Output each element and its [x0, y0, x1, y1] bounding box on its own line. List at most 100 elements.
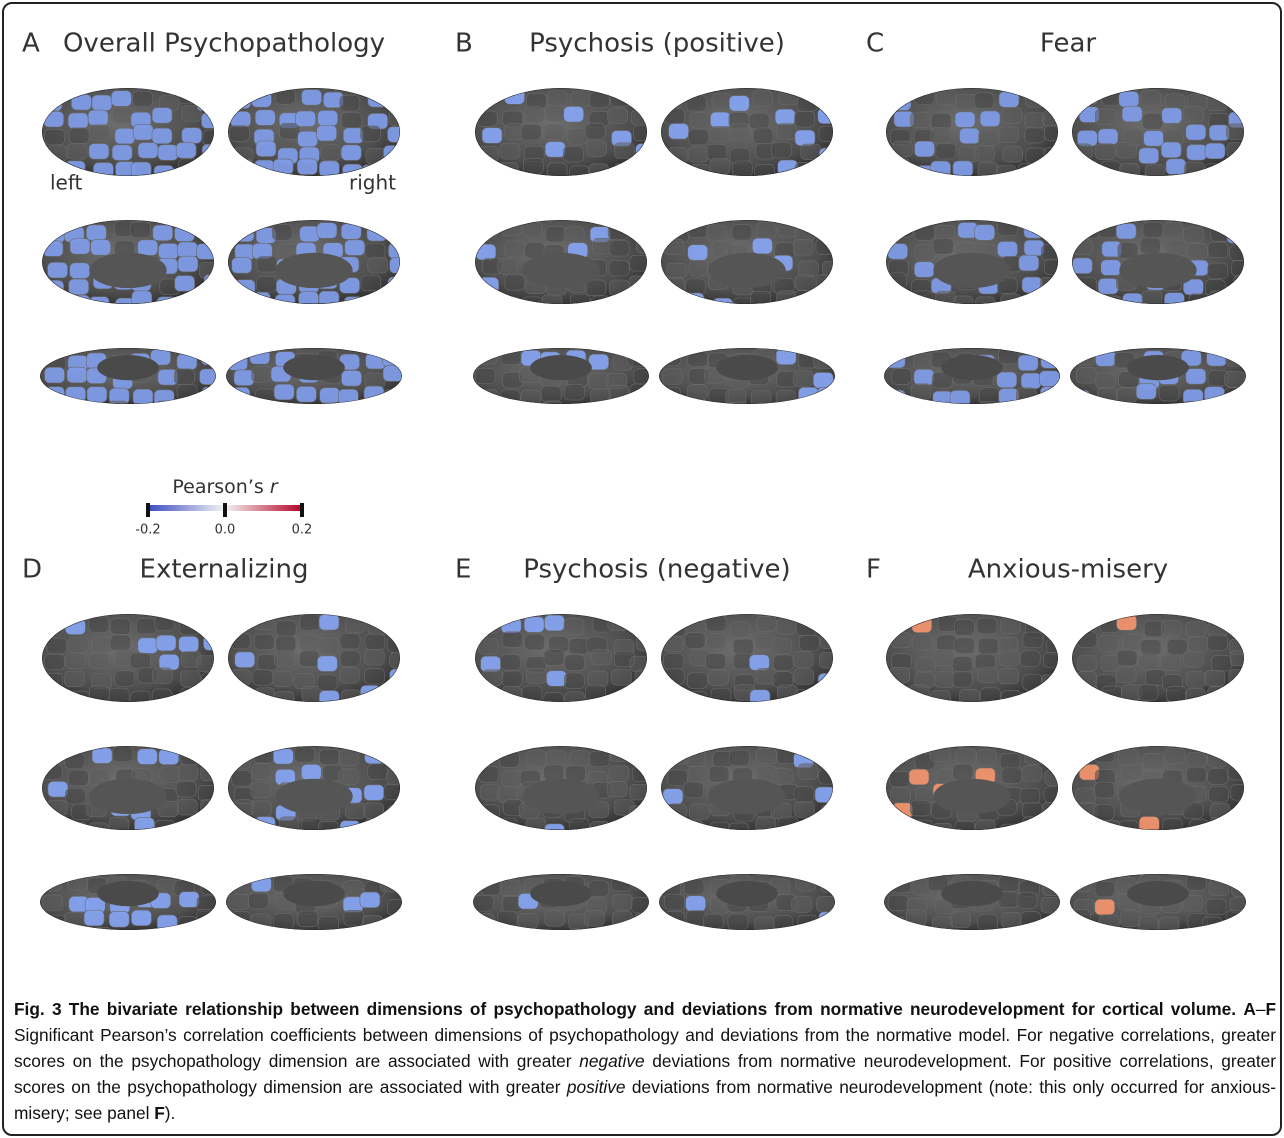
brain-parcel [889, 615, 909, 631]
brain-parcel [296, 111, 316, 127]
brain-surface [886, 88, 1065, 199]
brain-parcel [888, 244, 908, 260]
brain-parcel [612, 692, 632, 708]
brain-parcel [1136, 384, 1156, 400]
brain-parcel [795, 111, 815, 127]
brain-parcel [1101, 260, 1121, 276]
brain-surface [1072, 746, 1253, 836]
brain-parcel [891, 95, 911, 111]
brain-parcel [317, 675, 337, 691]
corpus-callosum [708, 253, 785, 288]
brain-parcel [1096, 404, 1116, 420]
brain-parcel [180, 688, 200, 704]
brain-parcel [387, 769, 407, 785]
brain-parcel [137, 749, 157, 765]
brain-parcel [1024, 113, 1044, 129]
brain-parcel [979, 130, 999, 146]
brain-parcel [751, 931, 771, 947]
brain-surface [1072, 614, 1254, 708]
brain-parcel [1140, 238, 1160, 254]
brain-parcel [273, 176, 293, 192]
brain-parcel [952, 671, 972, 687]
brain-parcel [135, 818, 155, 834]
brain-parcel [1205, 164, 1225, 180]
brain-parcel [249, 893, 269, 909]
ventral-fold [97, 881, 159, 906]
brain-parcel [131, 222, 151, 238]
panel-letter: D [22, 555, 42, 585]
brain-parcel [1207, 350, 1227, 366]
brain-parcel [202, 672, 222, 688]
brain-parcel [43, 895, 63, 911]
brain-parcel [480, 784, 500, 800]
brain-parcel [321, 402, 341, 418]
brain-parcel [609, 766, 629, 782]
brain-parcel [1188, 637, 1208, 653]
colorbar-tick-label: 0.0 [215, 523, 236, 538]
brain-parcel [280, 123, 300, 139]
brain-parcel [1095, 782, 1115, 798]
brain-parcel [1097, 388, 1117, 404]
brain-parcel [319, 691, 339, 707]
brain-parcel [92, 748, 112, 764]
brain-parcel [1001, 294, 1021, 310]
brain-parcel [1042, 111, 1062, 127]
brain-parcel [754, 633, 774, 649]
brain-parcel [1046, 824, 1066, 840]
brain-parcel [912, 617, 932, 633]
brain-parcel [201, 879, 221, 895]
brain-parcel [320, 145, 340, 161]
brain-parcel [276, 636, 296, 652]
brain-parcel [255, 688, 275, 704]
brain-parcel [545, 142, 565, 158]
brain-parcel [175, 276, 195, 292]
brain-parcel [1145, 164, 1165, 180]
brain-parcel [997, 408, 1017, 424]
brain-parcel [688, 146, 708, 162]
brain-parcel [590, 822, 610, 838]
brain-parcel [1162, 819, 1182, 835]
brain-parcel [890, 158, 910, 174]
brain-parcel [1020, 651, 1040, 667]
brain-parcel [886, 917, 906, 933]
brain-parcel [733, 298, 753, 314]
brain-parcel [729, 750, 749, 766]
brain-parcel [1230, 245, 1250, 261]
brain-parcel [298, 131, 318, 147]
brain-parcel [254, 614, 274, 630]
brain-parcel [89, 178, 109, 194]
brain-parcel [274, 384, 294, 400]
brain-parcel [364, 803, 384, 819]
brain-parcel [70, 263, 90, 279]
brain-parcel [706, 615, 726, 631]
brain-parcel [1041, 675, 1061, 691]
brain-parcel [1023, 632, 1043, 648]
brain-parcel [158, 243, 178, 259]
brain-parcel [383, 366, 403, 382]
brain-parcel [689, 804, 709, 820]
brain-parcel [256, 141, 276, 157]
brain-parcel [131, 910, 151, 926]
brain-parcel [977, 750, 997, 766]
brain-parcel [776, 349, 796, 365]
brain-parcel [752, 238, 772, 254]
ventral-fold [283, 881, 345, 906]
brain-parcel [583, 931, 603, 947]
caption-run: F [154, 1103, 165, 1123]
brain-parcel [368, 258, 388, 274]
brain-parcel [1043, 930, 1063, 946]
brain-parcel [160, 767, 180, 783]
brain-parcel [936, 291, 956, 307]
brain-parcel [570, 819, 590, 835]
brain-parcel [1075, 788, 1095, 804]
brain-parcel [203, 690, 223, 706]
brain-parcel [727, 180, 747, 196]
panel-title: Psychosis (positive) [529, 29, 785, 59]
brain-parcel [1227, 228, 1247, 244]
brain-parcel [155, 615, 175, 631]
brain-parcel [135, 408, 155, 424]
brain-parcel [890, 817, 910, 833]
brain-parcel [502, 771, 522, 787]
brain-parcel [317, 223, 337, 239]
brain-parcel [368, 620, 388, 636]
